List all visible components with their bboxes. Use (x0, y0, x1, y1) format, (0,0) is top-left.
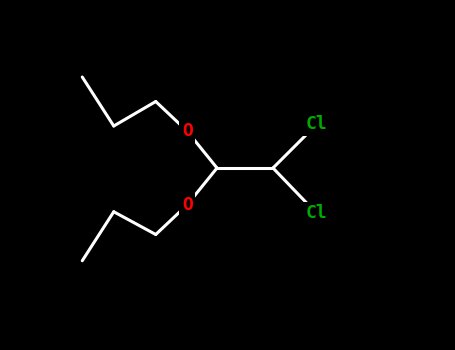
Text: O: O (182, 196, 192, 214)
Text: O: O (182, 122, 192, 140)
Text: Cl: Cl (306, 204, 328, 223)
Text: Cl: Cl (306, 115, 328, 133)
